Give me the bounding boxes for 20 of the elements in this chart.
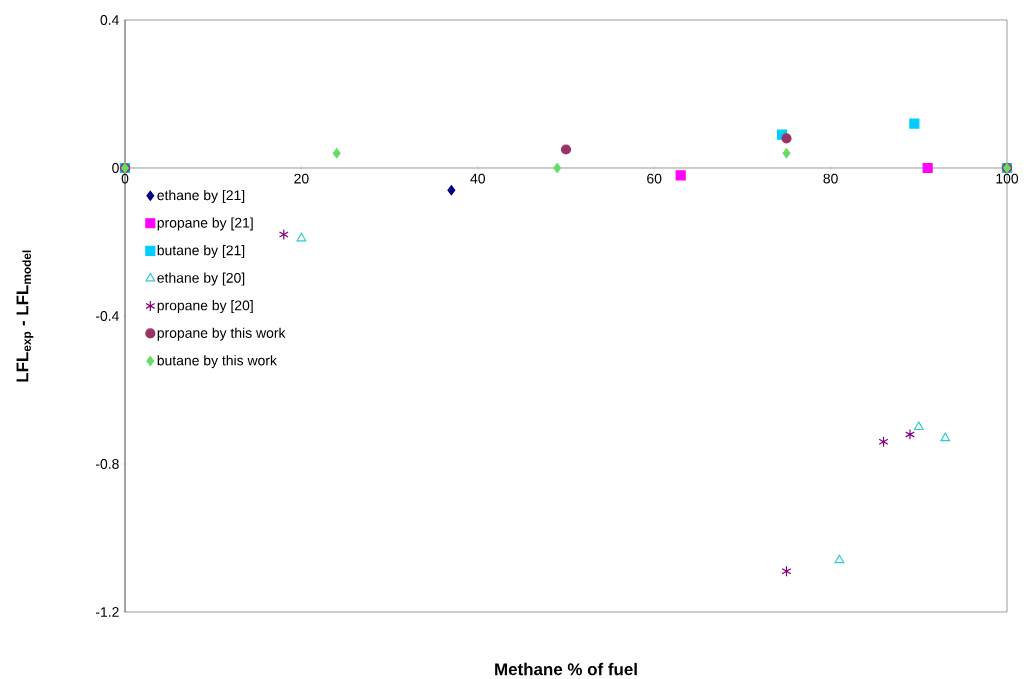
y-tick-label: 0.4: [100, 15, 119, 26]
y-tick-label: 0: [112, 163, 119, 174]
legend-label: propane by [21]: [157, 217, 253, 231]
x-tick-label: 100: [996, 173, 1019, 184]
legend-label: butane by this work: [157, 355, 277, 369]
x-tick-label: 20: [294, 173, 309, 184]
y-tick-label: -0.8: [95, 459, 119, 470]
x-tick-label: 60: [647, 173, 662, 184]
x-tick-label: 0: [121, 173, 129, 184]
legend-label: propane by this work: [157, 327, 286, 341]
x-axis-title: Methane % of fuel: [495, 663, 637, 676]
legend-label: ethane by [21]: [157, 190, 245, 204]
x-tick-label: 80: [823, 173, 838, 184]
legend-label: ethane by [20]: [157, 272, 245, 286]
y-axis-title: LFL$_{exp}$ - LFL$_{model}$: [16, 250, 34, 382]
y-tick-label: -0.4: [95, 311, 119, 322]
x-tick-label: 40: [470, 173, 486, 184]
legend-label: propane by [20]: [157, 300, 253, 314]
y-tick-label: -1.2: [95, 607, 119, 618]
legend-label: butane by [21]: [157, 245, 245, 259]
